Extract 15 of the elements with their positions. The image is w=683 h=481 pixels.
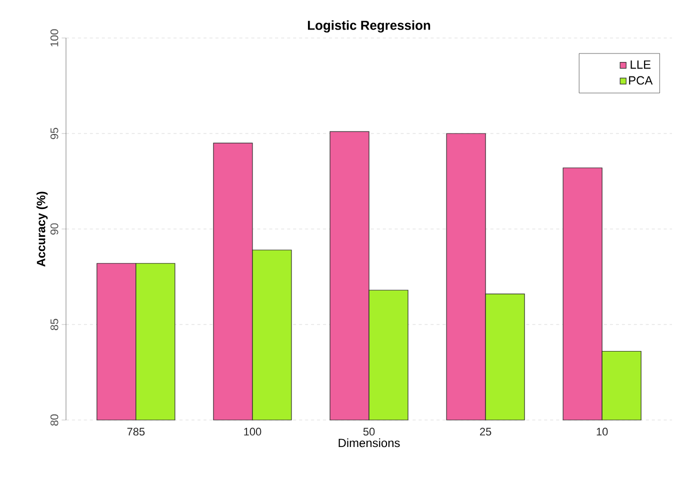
chart-title: Logistic Regression [308,20,430,33]
x-tick-label: 50 [363,428,375,436]
x-tick-label: 100 [244,428,262,436]
x-tick-label: 785 [127,428,145,436]
legend-label: LLE [630,60,651,69]
y-tick-label: 100 [50,29,58,46]
y-axis-title: Accuracy (%) [36,192,48,267]
y-tick-label: 95 [50,128,58,140]
y-tick-label: 90 [50,223,58,235]
y-tick-label: 85 [50,318,58,330]
y-tick-label: 80 [50,414,58,426]
x-axis-title: Dimensions [338,438,400,448]
x-tick-label: 25 [480,428,492,436]
legend-label: PCA [629,76,653,85]
x-tick-label: 10 [596,428,608,436]
